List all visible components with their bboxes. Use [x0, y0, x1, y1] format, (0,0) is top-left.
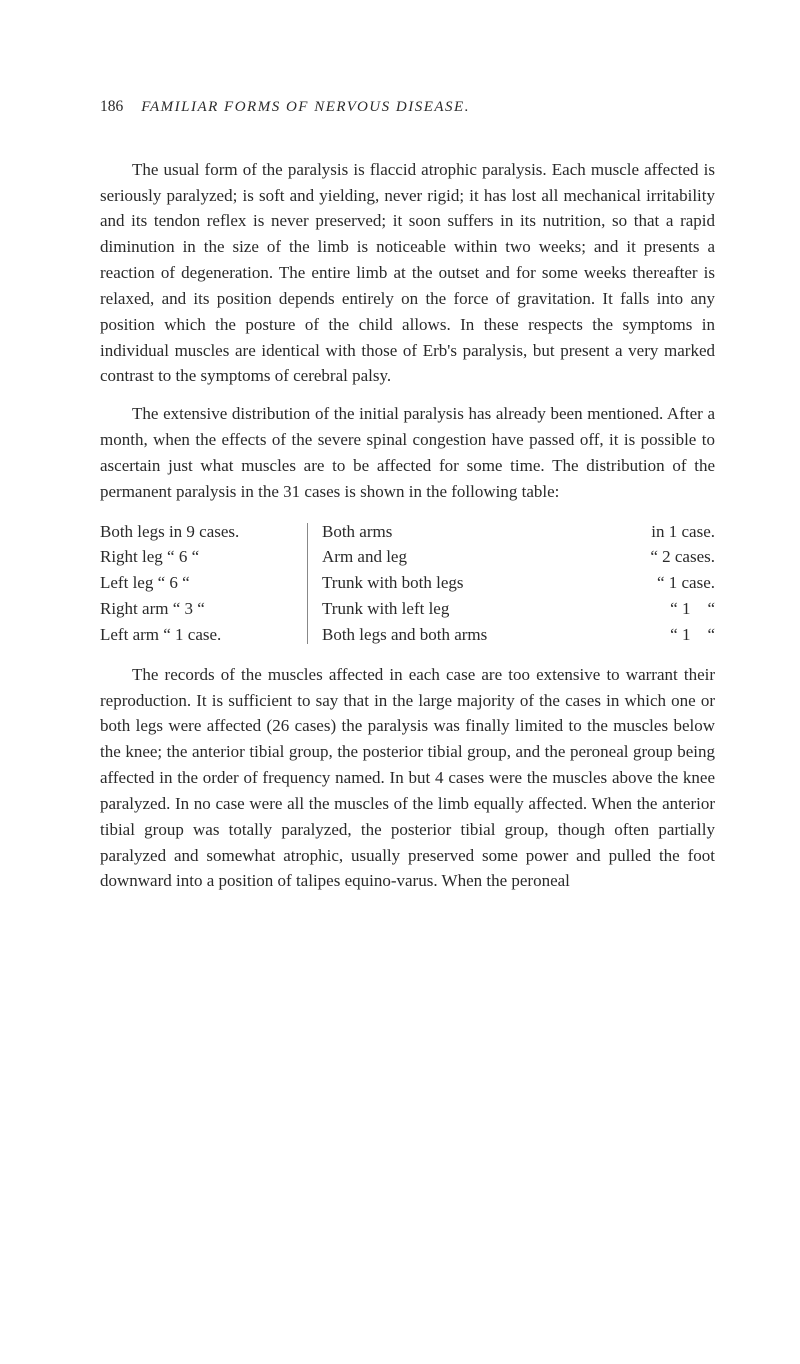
table-cell-label: Trunk with both legs: [322, 570, 643, 596]
page-header: 186 FAMILIAR FORMS OF NERVOUS DISEASE.: [100, 95, 715, 119]
table-cell-value: in 1 case.: [651, 519, 715, 545]
page-number: 186: [100, 95, 123, 119]
distribution-table: Both legs in 9 cases. Right leg “ 6 “ Le…: [100, 519, 715, 648]
table-cell-label: Both arms: [322, 519, 641, 545]
table-cell-label: Arm and leg: [322, 544, 636, 570]
body-paragraph-3: The records of the muscles affected in e…: [100, 662, 715, 894]
body-paragraph-1: The usual form of the paralysis is flacc…: [100, 157, 715, 389]
table-cell-value: “ 1 “: [666, 622, 715, 648]
table-cell-label: Both legs and both arms: [322, 622, 656, 648]
table-row: Left arm “ 1 case.: [100, 622, 305, 648]
table-right-column: Both arms in 1 case. Arm and leg “ 2 cas…: [322, 519, 715, 648]
running-title: FAMILIAR FORMS OF NERVOUS DISEASE.: [141, 96, 470, 119]
table-cell-value: “ 1 case.: [653, 570, 715, 596]
table-row: Both arms in 1 case.: [322, 519, 715, 545]
table-row: Right leg “ 6 “: [100, 544, 305, 570]
table-row: Arm and leg “ 2 cases.: [322, 544, 715, 570]
body-paragraph-2: The extensive distribution of the initia…: [100, 401, 715, 504]
table-cell-value: “ 2 cases.: [646, 544, 715, 570]
table-row: Both legs and both arms “ 1 “: [322, 622, 715, 648]
table-left-column: Both legs in 9 cases. Right leg “ 6 “ Le…: [100, 519, 305, 648]
table-row: Trunk with left leg “ 1 “: [322, 596, 715, 622]
table-row: Both legs in 9 cases.: [100, 519, 305, 545]
table-row: Trunk with both legs “ 1 case.: [322, 570, 715, 596]
table-cell-value: “ 1 “: [666, 596, 715, 622]
table-cell-label: Trunk with left leg: [322, 596, 656, 622]
table-divider: [307, 523, 308, 644]
table-row: Right arm “ 3 “: [100, 596, 305, 622]
table-row: Left leg “ 6 “: [100, 570, 305, 596]
